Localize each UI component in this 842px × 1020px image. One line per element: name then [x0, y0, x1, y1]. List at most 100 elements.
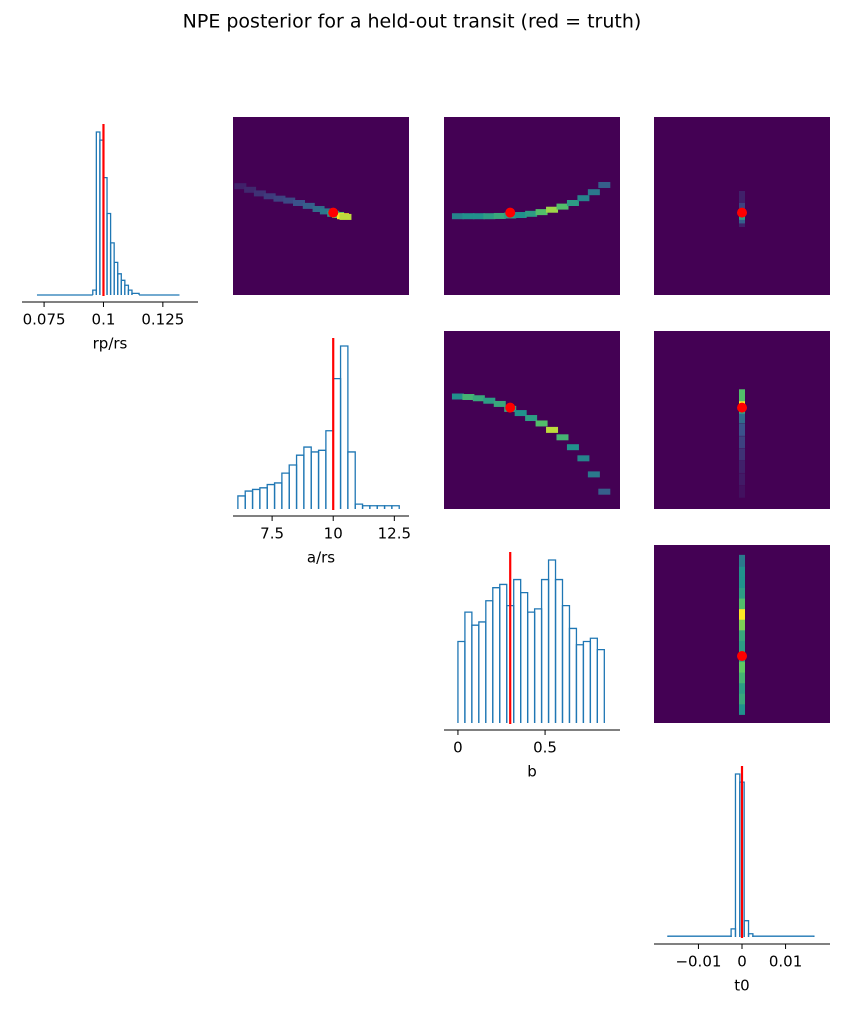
histogram-step: [244, 490, 254, 509]
heatmap-cell: [253, 190, 266, 197]
truth-point: [505, 402, 516, 413]
histogram-step: [734, 773, 741, 937]
heatmap-cell: [739, 485, 745, 498]
histogram-step: [251, 488, 261, 509]
histogram-step: [288, 464, 298, 509]
heatmap-cell: [293, 199, 305, 206]
histogram-step: [568, 627, 578, 723]
chart-title: NPE posterior for a held-out transit (re…: [183, 11, 642, 33]
truth-point: [737, 207, 747, 218]
heatmap-cell: [339, 213, 352, 220]
histogram-step: [547, 559, 557, 723]
histogram-step: [743, 920, 750, 937]
heatmap-cell: [312, 206, 325, 213]
heatmap-cell: [514, 410, 527, 417]
heatmap-cell: [483, 397, 496, 404]
heatmap-cell: [234, 183, 247, 190]
histogram-step: [391, 505, 400, 509]
histogram-step: [273, 482, 283, 509]
heatmap-cell: [525, 415, 538, 422]
heatmap-cell: [739, 554, 745, 567]
heatmap-cell: [451, 393, 464, 400]
heatmap-cell: [739, 702, 745, 715]
heatmap-cell: [244, 186, 257, 193]
heatmap-cell: [587, 189, 600, 196]
x-axis-label: a/rs: [307, 549, 335, 567]
x-axis-label: rp/rs: [93, 335, 128, 353]
x-tick-label: 10: [324, 525, 343, 543]
heatmap-cell: [283, 197, 296, 204]
heatmap-cell: [739, 473, 745, 486]
heatmap-cell: [483, 213, 496, 220]
histogram-step: [561, 604, 571, 723]
heatmap-cell: [739, 565, 745, 578]
histogram-step: [303, 446, 312, 509]
heatmap-cell: [739, 411, 745, 424]
histogram-step: [540, 578, 550, 723]
heatmap-cell: [739, 436, 745, 449]
heatmap-cell: [587, 471, 600, 478]
heatmap-cell: [739, 597, 745, 610]
heatmap-cell: [739, 681, 745, 694]
heatmap-cell: [739, 389, 745, 402]
x-tick-label: 0: [737, 953, 747, 971]
histogram-step: [464, 611, 473, 723]
heatmap-cell: [462, 394, 475, 401]
truth-point: [505, 207, 516, 218]
histogram-step: [596, 649, 605, 723]
histogram-step: [667, 935, 732, 937]
histogram-step: [478, 621, 487, 723]
heatmap-cell: [739, 692, 745, 705]
x-tick-label: 0.1: [92, 311, 116, 329]
heatmap-cell: [535, 209, 548, 216]
histogram-step: [485, 600, 494, 723]
heatmap-cell: [739, 660, 745, 673]
histogram-step: [295, 454, 305, 509]
truth-point: [737, 651, 747, 662]
x-tick-label: 0.01: [769, 953, 802, 971]
heatmap-cell: [263, 193, 276, 200]
heatmap-cell: [451, 213, 464, 220]
histogram-step: [747, 933, 754, 937]
x-tick-label: 12.5: [378, 525, 411, 543]
heatmap-cell: [739, 448, 745, 461]
histogram-step: [127, 289, 133, 295]
heatmap-cell: [598, 181, 611, 188]
histogram-step: [259, 487, 268, 509]
heatmap-cell: [514, 212, 527, 219]
heatmap-background: [233, 117, 409, 295]
histogram-step: [513, 578, 522, 723]
heatmap-cell: [493, 400, 506, 407]
heatmap-cell: [739, 628, 745, 641]
x-tick-label: 7.5: [260, 525, 284, 543]
heatmap-cell: [739, 576, 745, 589]
heatmap-cell: [577, 195, 590, 202]
heatmap-cell: [546, 206, 559, 213]
histogram-step: [526, 611, 536, 723]
heatmap-cell: [598, 488, 611, 495]
histogram-step: [520, 591, 529, 723]
heatmap-cell: [472, 395, 485, 402]
truth-point: [737, 402, 747, 413]
x-tick-label: 0.125: [141, 311, 184, 329]
histogram-step: [131, 292, 140, 295]
heatmap-background: [444, 117, 620, 295]
histogram-step: [554, 578, 564, 723]
heatmap-cell: [739, 639, 745, 652]
histogram-step: [281, 472, 290, 509]
heatmap-cell: [577, 455, 590, 462]
heatmap-cell: [566, 199, 579, 206]
heatmap-cell: [739, 423, 745, 436]
x-tick-label: 0.075: [23, 311, 66, 329]
heatmap-cell: [566, 444, 579, 451]
histogram-step: [347, 451, 356, 509]
heatmap-cell: [462, 213, 475, 220]
heatmap-cell: [535, 420, 548, 427]
histogram-step: [499, 583, 508, 723]
heatmap-cell: [472, 213, 485, 220]
heatmap-cell: [739, 671, 745, 684]
histogram-step: [730, 928, 737, 937]
histogram-step: [492, 587, 501, 723]
heatmap-cell: [525, 210, 538, 217]
